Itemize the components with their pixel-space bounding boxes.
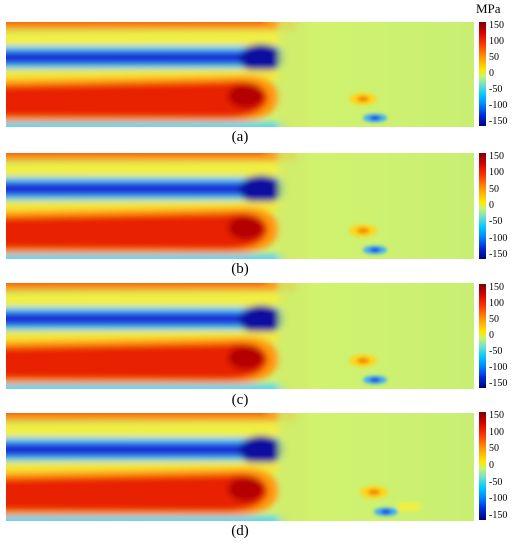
stress-map-panel [6,153,474,259]
colorbar-tick-label: 50 [489,443,499,455]
colorbar-tick-label: 0 [489,460,494,471]
colorbar-ticks: 150 100 50 0 -50 -100 -150 [489,151,523,260]
colorbar-tick-label: -50 [489,476,503,488]
colorbar-tick-label: 100 [489,36,504,47]
colorbar [479,22,486,126]
colorbar-tick-label: 0 [489,68,494,79]
panel-label: (d) [231,523,249,539]
colorbar-ticks: 150 100 50 0 -50 -100 -150 [489,20,523,127]
colorbar-ticks: 150 100 50 0 -50 -100 -150 [489,282,523,389]
stress-contour-map [6,22,474,127]
colorbar-tick-label: -100 [489,232,508,244]
stress-map-panel [6,22,474,127]
stress-map-panel [6,413,474,521]
colorbar-tick-label: 0 [489,200,494,211]
colorbar-tick-label: -150 [489,510,508,521]
panel-label: (b) [231,261,249,277]
colorbar-tick-label: -100 [489,362,508,373]
colorbar-tick-label: 150 [489,282,504,293]
colorbar-tick-label: 50 [489,314,499,325]
colorbar-tick-label: 50 [489,183,499,195]
colorbar-tick-label: -50 [489,346,503,357]
colorbar-tick-label: 50 [489,52,499,63]
colorbar-tick-label: 150 [489,20,504,31]
colorbar-unit: MPa [476,1,501,16]
colorbar-tick-label: 0 [489,330,494,341]
colorbar-tick-label: 100 [489,426,504,438]
colorbar [479,284,486,388]
colorbar-tick-label: -50 [489,84,503,95]
panel-label: (c) [231,392,249,408]
colorbar-tick-label: 150 [489,151,504,162]
colorbar-tick-label: -150 [489,116,508,127]
colorbar-tick-label: -100 [489,100,508,111]
stress-contour-map [6,413,474,521]
stress-contour-map [6,153,474,259]
panel-label: (a) [231,129,249,145]
stress-contour-map [6,283,474,389]
stress-map-panel [6,283,474,389]
colorbar [479,153,486,259]
colorbar-tick-label: -150 [489,249,508,260]
colorbar-tick-label: 150 [489,410,504,421]
colorbar-tick-label: 100 [489,298,504,309]
colorbar [479,412,486,520]
colorbar-tick-label: -50 [489,216,503,228]
colorbar-tick-label: -150 [489,378,508,389]
colorbar-tick-label: 100 [489,167,504,179]
colorbar-ticks: 150 100 50 0 -50 -100 -150 [489,410,523,521]
colorbar-tick-label: -100 [489,493,508,505]
